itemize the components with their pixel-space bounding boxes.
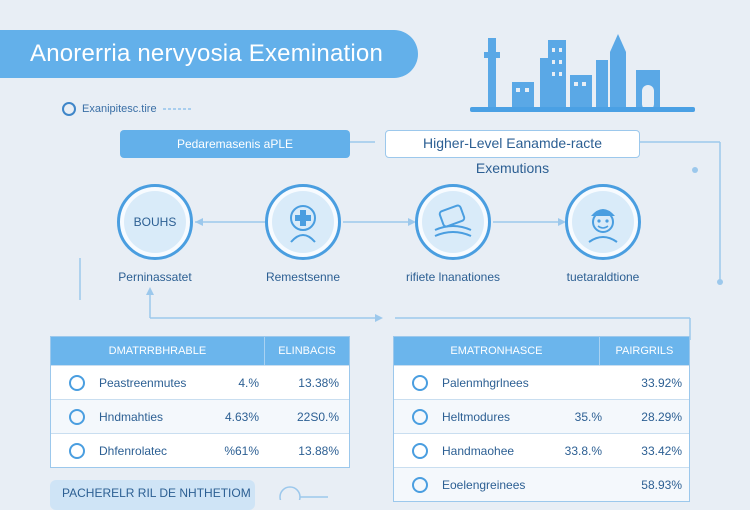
skyline-icon (484, 34, 660, 110)
bottom-connector (279, 486, 328, 500)
node-3-label: rifiete lnanationes (405, 270, 501, 284)
table-left-header: DMATRRBHRABLE ELINBACIS (51, 337, 349, 365)
node-3 (415, 184, 491, 260)
table-right-header: EMATRONHASCE PAIRGRILS (394, 337, 689, 365)
row-value-2: 33.92% (641, 375, 682, 390)
left-banner: Pedaremasenis aPLE (120, 130, 350, 158)
table-row: Dhfenrolatec %61% 13.88% (51, 433, 349, 467)
table-row: Palenmhgrlnees 33.92% (394, 365, 689, 399)
table-row: Handmaohee 33.8.% 33.42% (394, 433, 689, 467)
row-label: Handmaohee (442, 443, 515, 458)
gear-icon (69, 374, 85, 391)
hand-icon (412, 408, 428, 425)
row-value-1: 4.63% (224, 409, 259, 424)
table-row: Peastreenmutes 4.% 13.38% (51, 365, 349, 399)
hand-icon (412, 442, 428, 459)
node-1: BOUHS (117, 184, 193, 260)
row-value-1: 35.% (574, 409, 602, 424)
row-label: Heltmodures (442, 409, 511, 424)
row-label: Palenmhgrlnees (442, 375, 529, 390)
gear-icon (412, 374, 428, 391)
info-icon (69, 442, 85, 459)
page-title: Anorerria nervyosia Exemination (0, 30, 418, 78)
examination-icon (422, 191, 484, 253)
row-label: Peastreenmutes (99, 375, 187, 390)
row-label: Eoelengreinees (442, 477, 526, 492)
node-1-label: Perninassatet (118, 270, 192, 284)
row-value-2: 58.93% (641, 477, 682, 492)
doctor-face-icon (572, 191, 634, 253)
table-left-col-2: ELINBACIS (263, 337, 349, 365)
row-value-1: 33.8.% (564, 443, 602, 458)
row-value-1: %61% (224, 443, 259, 458)
node-2 (265, 184, 341, 260)
node-4-label: tuetaraldtione (566, 270, 640, 284)
row-label: Hndmahties (99, 409, 164, 424)
row-label: Dhfenrolatec (99, 443, 168, 458)
table-row: Eoelengreinees 58.93% (394, 467, 689, 501)
table-right: EMATRONHASCE PAIRGRILS Palenmhgrlnees 33… (393, 336, 690, 502)
subtitle-text: Exanipitesc.tire (82, 103, 157, 115)
row-value-2: 22S0.% (296, 409, 339, 424)
head-medical-icon (272, 191, 334, 253)
row-value-2: 33.42% (641, 443, 682, 458)
table-right-col-2: PAIRGRILS (598, 337, 689, 365)
info-icon (412, 476, 428, 493)
table-row: Hndmahties 4.63% 22S0.% (51, 399, 349, 433)
skyline-base (470, 107, 695, 112)
row-value-2: 28.29% (641, 409, 682, 424)
right-banner: Higher-Level Eanamde-racte Exemutions (385, 130, 640, 176)
row-value-2: 13.88% (298, 443, 339, 458)
row-value-2: 13.38% (298, 375, 339, 390)
node-4 (565, 184, 641, 260)
hand-icon (69, 408, 85, 425)
table-left-col-1: DMATRRBHRABLE (108, 345, 207, 357)
table-left: DMATRRBHRABLE ELINBACIS Peastreenmutes 4… (50, 336, 350, 468)
node-2-label: Remestsenne (265, 270, 341, 284)
bottom-banner: PACHERELR RIL DE NHTHETIOM (50, 480, 255, 510)
table-right-col-1: EMATRONHASCE (450, 345, 543, 357)
subtitle: Exanipitesc.tire (62, 102, 193, 116)
target-icon (62, 102, 76, 116)
node-1-badge: BOUHS (124, 191, 186, 253)
row-value-1: 4.% (238, 375, 259, 390)
table-row: Heltmodures 35.% 28.29% (394, 399, 689, 433)
